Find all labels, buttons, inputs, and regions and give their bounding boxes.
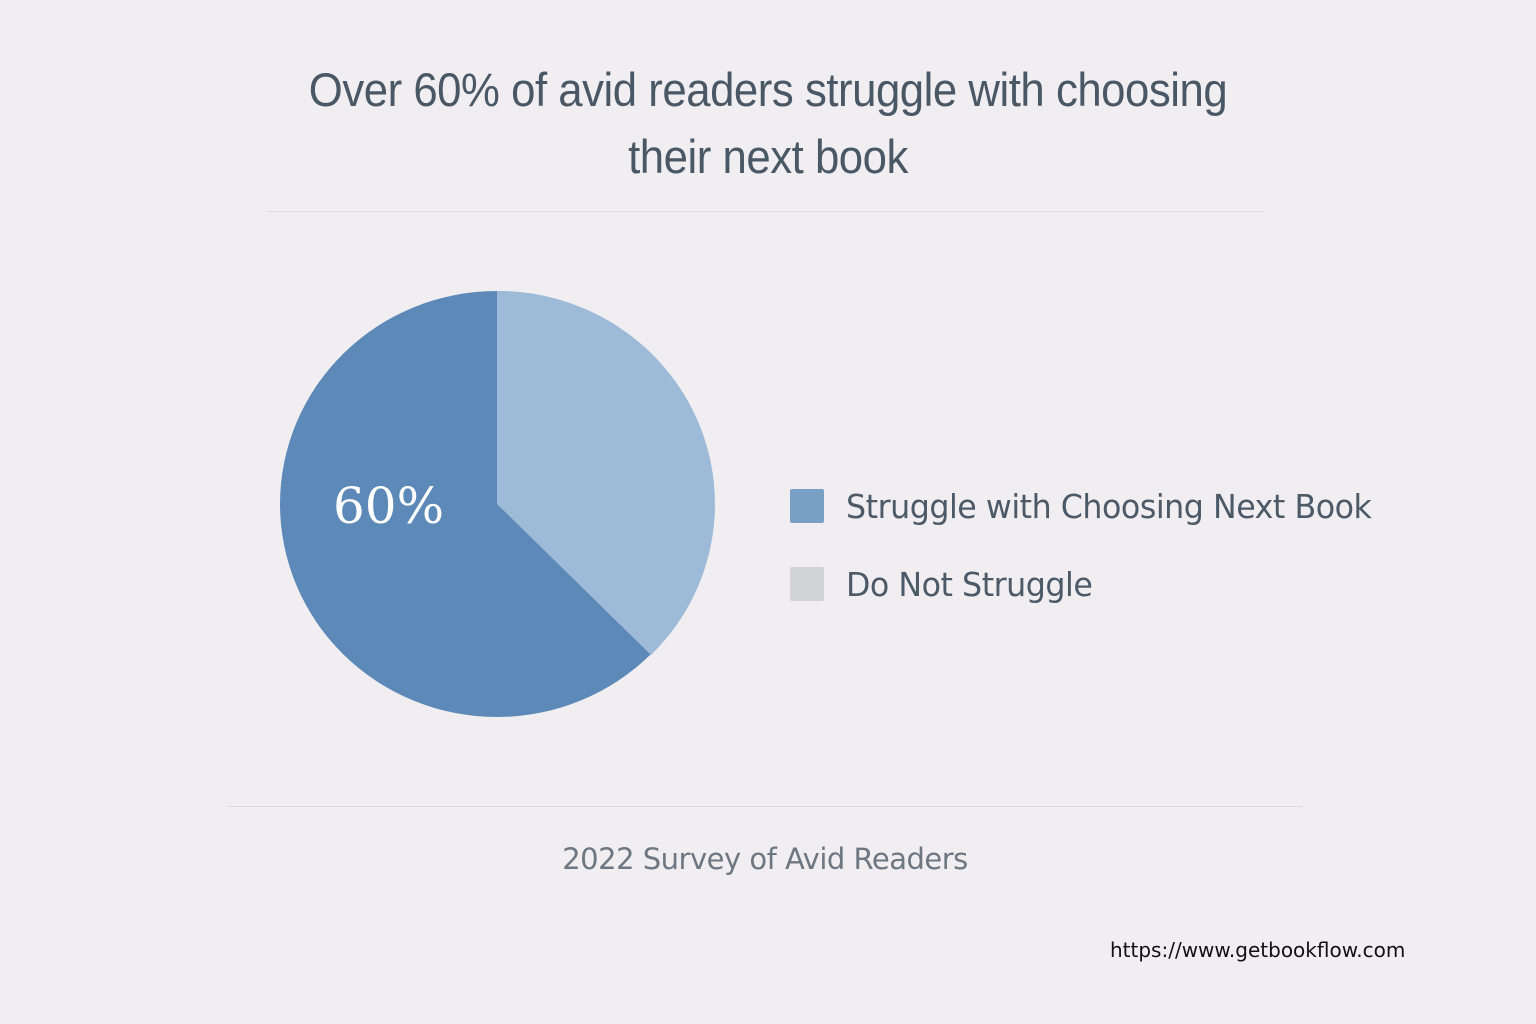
legend-item-not-struggle: Do Not Struggle — [790, 560, 1393, 608]
chart-title-line-2: their next book — [628, 130, 908, 183]
chart-title: Over 60% of avid readers struggle with c… — [268, 56, 1269, 190]
legend-label: Struggle with Choosing Next Book — [846, 486, 1372, 526]
legend-item-struggle: Struggle with Choosing Next Book — [790, 482, 1393, 530]
legend-label: Do Not Struggle — [846, 564, 1093, 604]
legend-swatch-not-struggle — [790, 567, 824, 601]
chart-title-line-1: Over 60% of avid readers struggle with c… — [308, 63, 1228, 116]
legend: Struggle with Choosing Next Book Do Not … — [790, 482, 1393, 638]
pie-chart — [280, 290, 715, 717]
legend-swatch-struggle — [790, 489, 824, 523]
bottom-divider — [228, 806, 1303, 807]
top-divider — [268, 211, 1264, 212]
website-url: https://www.getbookflow.com — [1110, 938, 1406, 962]
pie-data-label: 60% — [333, 477, 445, 535]
source-caption: 2022 Survey of Avid Readers — [562, 842, 968, 876]
pie-slice-not-struggle — [497, 290, 715, 655]
